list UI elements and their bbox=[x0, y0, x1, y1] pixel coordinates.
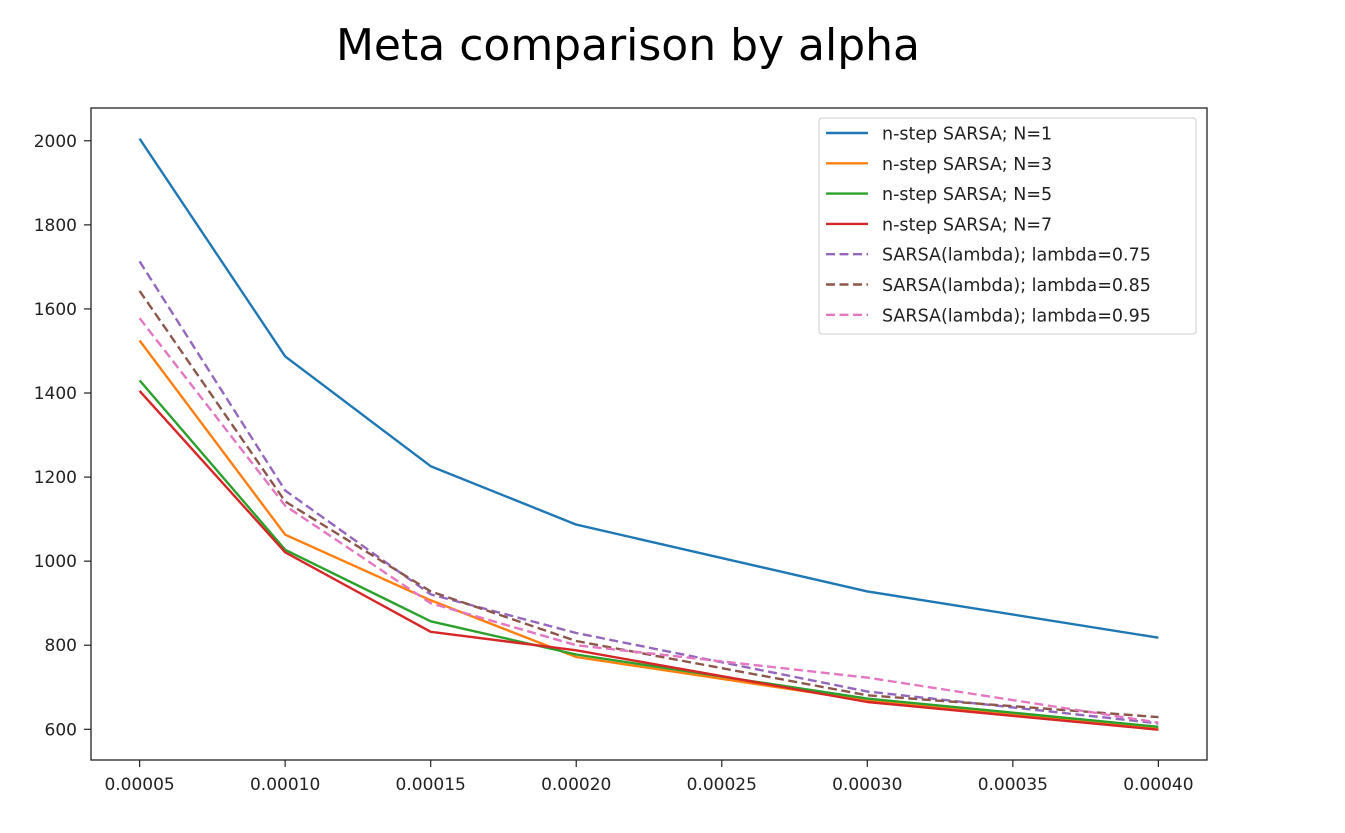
y-tick-label: 1000 bbox=[34, 552, 77, 572]
series-line-n-step-sarsa-n-5 bbox=[138, 379, 1159, 728]
legend-label: n-step SARSA; N=3 bbox=[882, 155, 1052, 175]
y-tick-label: 2000 bbox=[34, 132, 77, 152]
legend-label: SARSA(lambda); lambda=0.85 bbox=[882, 276, 1151, 296]
x-tick-label: 0.00015 bbox=[396, 775, 466, 795]
series-line-sarsa-lambda-lambda-0-85 bbox=[138, 290, 1159, 719]
y-tick-label: 1200 bbox=[34, 468, 77, 488]
legend-label: n-step SARSA; N=1 bbox=[882, 125, 1052, 145]
chart-title: Meta comparison by alpha bbox=[336, 20, 920, 71]
x-tick-label: 0.00005 bbox=[104, 775, 174, 795]
series-line-n-step-sarsa-n-7 bbox=[138, 390, 1159, 731]
series-lines bbox=[138, 138, 1159, 731]
legend-label: SARSA(lambda); lambda=0.95 bbox=[882, 306, 1151, 326]
x-tick-label: 0.00030 bbox=[832, 775, 902, 795]
plot-frame bbox=[90, 107, 1208, 761]
x-tick-label: 0.00035 bbox=[978, 775, 1048, 795]
series-line-n-step-sarsa-n-1 bbox=[138, 138, 1159, 639]
x-tick-label: 0.00025 bbox=[687, 775, 757, 795]
plot-area bbox=[90, 107, 1208, 761]
legend-label: SARSA(lambda); lambda=0.75 bbox=[882, 246, 1151, 266]
y-axis: 600 800 1000 1200 1400 1600 1800 2000 bbox=[34, 132, 91, 740]
x-axis: 0.00005 0.00010 0.00015 0.00020 0.00025 0.000… bbox=[104, 760, 1194, 795]
x-tick-label: 0.00040 bbox=[1123, 775, 1193, 795]
legend-label: n-step SARSA; N=5 bbox=[882, 185, 1052, 205]
legend-box bbox=[818, 117, 1197, 335]
legend: n-step SARSA; N=1 n-step SARSA; N=3 n-step… bbox=[818, 117, 1197, 335]
x-tick-label: 0.00020 bbox=[541, 775, 611, 795]
series-line-n-step-sarsa-n-3 bbox=[138, 339, 1159, 731]
y-tick-label: 800 bbox=[45, 636, 77, 656]
y-tick-label: 1600 bbox=[34, 300, 77, 320]
legend-label: n-step SARSA; N=7 bbox=[882, 215, 1052, 235]
y-tick-label: 1400 bbox=[34, 384, 77, 404]
series-line-sarsa-lambda-lambda-0-75 bbox=[138, 260, 1159, 725]
x-tick-label: 0.00010 bbox=[250, 775, 320, 795]
y-tick-label: 600 bbox=[45, 720, 77, 740]
series-line-sarsa-lambda-lambda-0-95 bbox=[138, 317, 1159, 724]
y-tick-label: 1800 bbox=[34, 216, 77, 236]
